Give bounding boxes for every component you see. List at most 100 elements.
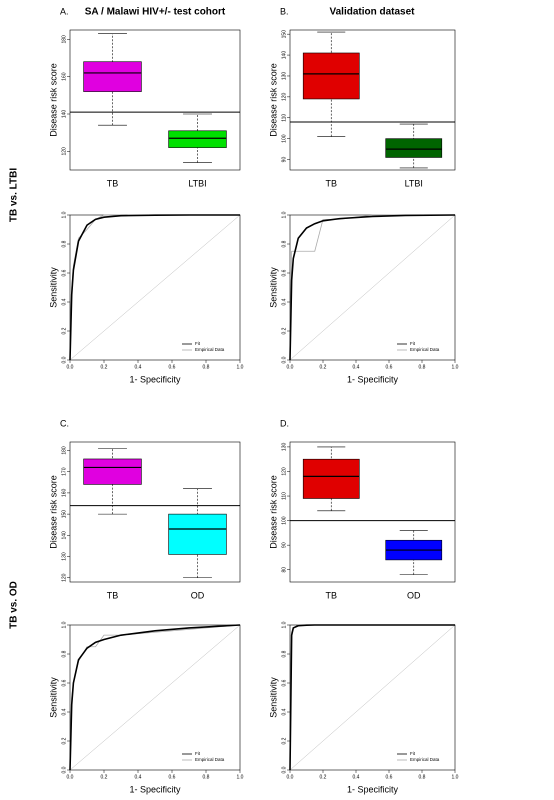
y-tick-label: 1.0 bbox=[61, 621, 67, 628]
plot-frame bbox=[69, 624, 241, 771]
x-tick-label: LTBI bbox=[405, 178, 423, 188]
y-tick-label: 90 bbox=[281, 542, 287, 548]
reference-diagonal bbox=[69, 624, 241, 771]
y-tick-label: 0.8 bbox=[61, 650, 67, 657]
y-tick-label: 0.4 bbox=[61, 298, 67, 305]
roc-line bbox=[289, 624, 455, 771]
legend-label: Fit bbox=[410, 341, 416, 346]
x-tick-label: 0.6 bbox=[169, 364, 176, 370]
panel-label: C. bbox=[60, 418, 69, 428]
y-tick-label: 1.0 bbox=[61, 211, 67, 218]
legend-label: Empirical Data bbox=[410, 347, 440, 352]
x-tick-label: 0.4 bbox=[135, 774, 142, 780]
y-tick-label: 0.6 bbox=[281, 269, 287, 276]
y-tick-label: 100 bbox=[281, 134, 287, 143]
x-tick-label: 0.2 bbox=[101, 364, 108, 370]
box bbox=[83, 458, 142, 485]
y-tick-label: 0.4 bbox=[281, 708, 287, 715]
plot-frame bbox=[289, 29, 456, 171]
x-tick-label: 1.0 bbox=[452, 774, 459, 780]
x-axis-label: 1- Specificity bbox=[129, 784, 181, 794]
legend-label: Fit bbox=[195, 341, 201, 346]
panel-label: D. bbox=[280, 418, 289, 428]
y-tick-label: 130 bbox=[281, 443, 287, 452]
x-tick-label: 0.0 bbox=[287, 364, 294, 370]
y-tick-label: 0.8 bbox=[61, 240, 67, 247]
y-tick-label: 120 bbox=[61, 147, 67, 156]
x-axis-label: 1- Specificity bbox=[347, 374, 399, 384]
y-tick-label: 180 bbox=[61, 35, 67, 44]
x-tick-label: 0.6 bbox=[386, 364, 393, 370]
x-tick-label: 0.0 bbox=[67, 364, 74, 370]
y-tick-label: 130 bbox=[61, 552, 67, 561]
x-tick-label: TB bbox=[325, 590, 337, 600]
panel-label: A. bbox=[60, 6, 69, 16]
y-tick-label: 150 bbox=[61, 510, 67, 519]
row-label: TB vs. LTBI bbox=[9, 168, 20, 222]
x-tick-label: 0.4 bbox=[135, 364, 142, 370]
y-axis-label: Disease risk score bbox=[48, 63, 58, 137]
x-tick-label: TB bbox=[107, 590, 119, 600]
y-tick-label: 170 bbox=[61, 467, 67, 476]
y-axis-label: Sensitivity bbox=[48, 677, 58, 718]
legend-label: Empirical Data bbox=[410, 757, 440, 762]
y-tick-label: 0.2 bbox=[61, 327, 67, 334]
roc-line bbox=[289, 214, 456, 361]
y-tick-label: 140 bbox=[61, 531, 67, 540]
x-tick-label: 0.2 bbox=[101, 774, 108, 780]
y-tick-label: 90 bbox=[281, 157, 287, 163]
x-tick-label: 0.6 bbox=[169, 774, 176, 780]
box bbox=[385, 138, 443, 158]
roc-line bbox=[69, 214, 240, 361]
x-tick-label: 1.0 bbox=[237, 774, 244, 780]
roc-line bbox=[69, 624, 241, 771]
legend-label: Fit bbox=[410, 751, 416, 756]
roc-line bbox=[289, 214, 455, 361]
y-tick-label: 0.0 bbox=[61, 356, 67, 363]
y-tick-label: 0.0 bbox=[281, 356, 287, 363]
y-tick-label: 120 bbox=[281, 92, 287, 101]
legend-label: Empirical Data bbox=[195, 347, 225, 352]
plot-frame bbox=[289, 441, 456, 583]
y-tick-label: 130 bbox=[281, 72, 287, 81]
y-tick-label: 120 bbox=[281, 467, 287, 476]
plot-frame bbox=[69, 29, 241, 171]
y-tick-label: 150 bbox=[281, 30, 287, 39]
box bbox=[302, 52, 360, 100]
y-tick-label: 0.6 bbox=[61, 269, 67, 276]
legend-label: Fit bbox=[195, 751, 201, 756]
column-title: Validation dataset bbox=[329, 7, 415, 18]
x-tick-label: 1.0 bbox=[237, 364, 244, 370]
box bbox=[168, 130, 227, 148]
x-tick-label: 0.8 bbox=[419, 364, 426, 370]
y-tick-label: 0.2 bbox=[281, 737, 287, 744]
y-tick-label: 110 bbox=[281, 114, 287, 122]
y-tick-label: 160 bbox=[61, 72, 67, 81]
y-tick-label: 110 bbox=[281, 492, 287, 500]
y-axis-label: Disease risk score bbox=[48, 475, 58, 549]
x-tick-label: 0.4 bbox=[353, 364, 360, 370]
x-tick-label: 0.0 bbox=[287, 774, 294, 780]
x-tick-label: OD bbox=[407, 590, 421, 600]
x-tick-label: 1.0 bbox=[452, 364, 459, 370]
y-tick-label: 140 bbox=[281, 51, 287, 60]
y-axis-label: Disease risk score bbox=[268, 63, 278, 137]
y-tick-label: 0.2 bbox=[61, 737, 67, 744]
y-axis-label: Sensitivity bbox=[268, 267, 278, 308]
y-tick-label: 1.0 bbox=[281, 211, 287, 218]
plot-frame bbox=[69, 441, 241, 583]
y-tick-label: 100 bbox=[281, 516, 287, 525]
x-tick-label: 0.6 bbox=[386, 774, 393, 780]
row-label: TB vs. OD bbox=[9, 581, 20, 629]
y-tick-label: 0.4 bbox=[281, 298, 287, 305]
reference-diagonal bbox=[69, 214, 241, 361]
y-tick-label: 0.8 bbox=[281, 240, 287, 247]
y-axis-label: Disease risk score bbox=[268, 475, 278, 549]
y-tick-label: 0.4 bbox=[61, 708, 67, 715]
y-tick-label: 180 bbox=[61, 446, 67, 455]
box bbox=[168, 513, 227, 555]
box bbox=[83, 61, 142, 92]
x-tick-label: OD bbox=[191, 590, 205, 600]
x-tick-label: TB bbox=[107, 178, 119, 188]
